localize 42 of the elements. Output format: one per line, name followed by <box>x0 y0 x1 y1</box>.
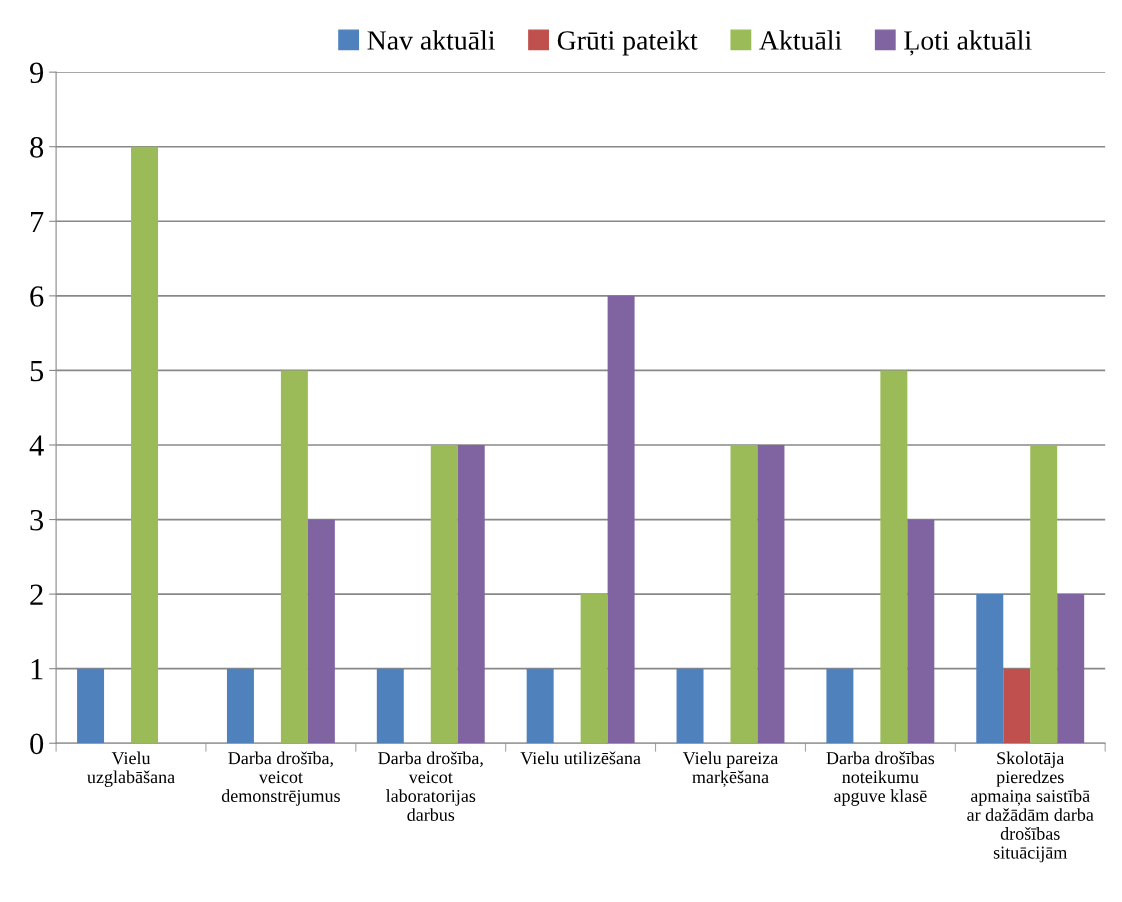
y-tick-label: 7 <box>31 211 44 232</box>
legend-label: Nav aktuāli <box>367 30 495 50</box>
bar <box>131 146 159 744</box>
x-tick-label: Skolotāja pieredzes apmaiņa saistībā ar dažādām darba drošības situācijām <box>967 751 1094 863</box>
y-tick-label: 0 <box>30 733 44 755</box>
x-tick-label: Darba drošība, veicot laboratorijas darbus <box>378 751 483 821</box>
y-tick-label: 9 <box>30 62 44 84</box>
bar <box>676 668 704 744</box>
bar <box>1030 444 1058 744</box>
bar <box>226 668 254 744</box>
y-tick-label: 8 <box>30 137 44 158</box>
bar <box>376 668 404 744</box>
y-tick-label: 6 <box>30 286 44 307</box>
y-tick-label: 4 <box>29 435 44 456</box>
bar <box>826 668 854 744</box>
bar <box>580 594 608 744</box>
bar <box>907 519 935 744</box>
bar <box>457 444 485 744</box>
bar <box>880 370 908 744</box>
bar <box>280 370 308 744</box>
bar <box>730 444 758 744</box>
y-tick-label: 5 <box>30 361 44 382</box>
bar <box>307 519 335 744</box>
bar <box>607 295 635 744</box>
y-tick-label: 2 <box>30 584 43 605</box>
bar <box>757 444 785 744</box>
bar <box>976 594 1004 744</box>
legend-label: Grūti pateikt <box>557 30 698 56</box>
bar <box>1057 594 1085 744</box>
y-tick-label: 3 <box>30 509 44 531</box>
x-tick-label: Vielu utilizēšana <box>520 751 641 765</box>
bar <box>77 668 105 744</box>
legend-label: Aktuāli <box>759 30 842 50</box>
bar <box>526 668 554 744</box>
x-tick-label: Darba drošība, veicot demonstrējumus <box>221 751 340 806</box>
bar <box>1003 668 1031 744</box>
x-tick-label: Vielu pareiza marķēšana <box>682 751 779 787</box>
bar <box>430 444 458 744</box>
x-tick-label: Darba drošības noteikumu apguve klasē <box>826 751 935 806</box>
y-tick-label: 1 <box>31 659 43 680</box>
x-tick-label: Vielu uzglabāšana <box>87 751 175 787</box>
legend-label: Ļoti aktuāli <box>904 30 1032 56</box>
